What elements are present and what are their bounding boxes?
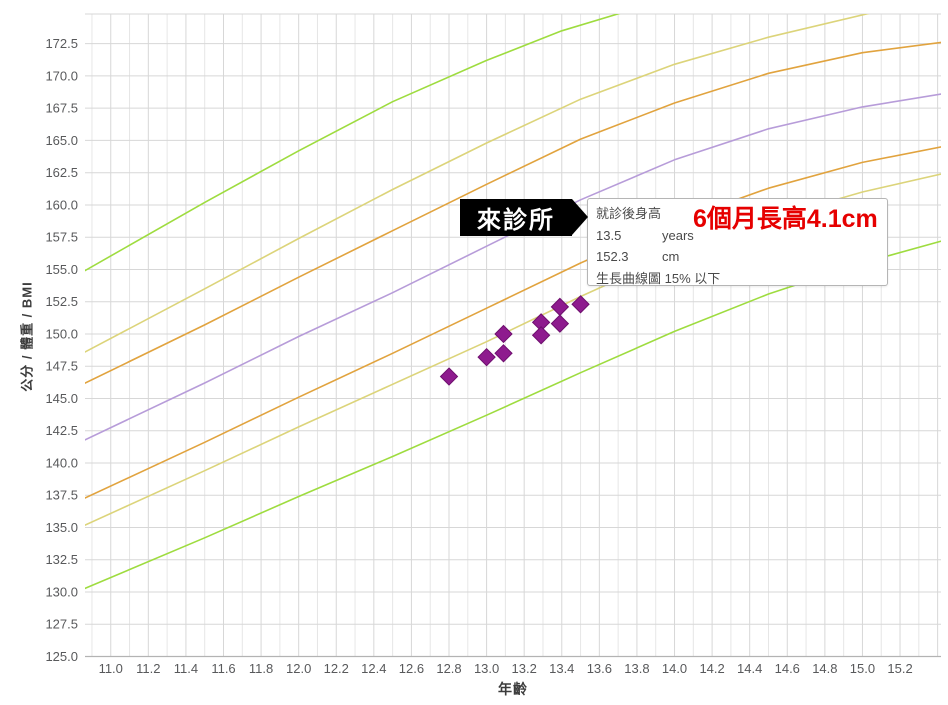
x-tick-label: 12.4 xyxy=(361,661,386,676)
y-tick-label: 130.0 xyxy=(45,584,78,599)
y-tick-label: 150.0 xyxy=(45,326,78,341)
x-tick-label: 11.2 xyxy=(136,661,160,676)
x-tick-label: 15.0 xyxy=(850,661,875,676)
x-tick-label: 11.4 xyxy=(174,661,198,676)
data-point-diamond[interactable] xyxy=(550,314,570,333)
measurement-tooltip: 就診後身高 13.5 years 152.3 cm 生長曲線圖 15% 以下 xyxy=(587,198,888,286)
data-point-diamond[interactable] xyxy=(439,367,459,386)
y-tick-label: 145.0 xyxy=(45,391,78,406)
y-tick-label: 162.5 xyxy=(45,165,78,180)
y-tick-label: 152.5 xyxy=(45,294,78,309)
tooltip-age-value: 13.5 xyxy=(596,227,622,243)
tooltip-age-unit: years xyxy=(662,227,694,243)
tooltip-title: 就診後身高 xyxy=(596,206,662,221)
percentile-curve-green-lower xyxy=(85,240,941,590)
data-point-diamond[interactable] xyxy=(571,295,590,314)
x-tick-label: 14.8 xyxy=(812,661,837,676)
tooltip-height-value: 152.3 xyxy=(596,249,629,264)
percentile-curve-orange-upper xyxy=(85,41,941,385)
x-tick-label: 13.0 xyxy=(474,661,499,676)
y-tick-label: 135.0 xyxy=(45,520,78,535)
percentile-curves xyxy=(85,14,941,590)
growth-annotation: 6個月長高4.1cm xyxy=(693,205,878,233)
x-tick-label: 12.0 xyxy=(286,661,311,676)
y-tick-label: 132.5 xyxy=(45,552,78,567)
y-tick-label: 160.0 xyxy=(45,197,78,212)
data-point-diamond[interactable] xyxy=(531,326,551,345)
patient-data-points xyxy=(439,295,590,386)
x-tick-label: 13.4 xyxy=(549,661,574,676)
tooltip-height-unit: cm xyxy=(662,249,680,264)
tooltip-row-age: 13.5 years xyxy=(596,225,879,247)
x-tick-label: 12.6 xyxy=(399,661,424,676)
x-tick-label: 13.6 xyxy=(587,661,612,676)
axis-tick-labels: 11.0 11.2 11.4 11.6 11.8 12.0 12.2 12.4 12.6 12.8… xyxy=(45,36,912,676)
y-tick-label: 165.0 xyxy=(45,133,78,148)
clinic-visit-callout-label: 來診所 xyxy=(477,207,555,234)
x-tick-label: 14.0 xyxy=(662,661,687,676)
y-tick-label: 157.5 xyxy=(45,230,78,245)
y-tick-label: 127.5 xyxy=(45,617,78,632)
x-axis-title: 年齡 xyxy=(498,681,528,697)
percentile-curve-orange-lower xyxy=(85,146,941,499)
gridlines xyxy=(85,13,941,658)
percentile-curve-green-upper xyxy=(85,14,621,272)
x-tick-label: 13.8 xyxy=(624,661,649,676)
data-point-diamond[interactable] xyxy=(550,297,570,317)
y-tick-label: 167.5 xyxy=(45,101,78,116)
x-tick-label: 14.4 xyxy=(737,661,762,676)
data-point-diamond[interactable] xyxy=(494,344,513,363)
x-tick-label: 11.6 xyxy=(211,661,235,676)
percentile-curve-khaki-upper xyxy=(85,14,870,353)
x-tick-label: 15.2 xyxy=(887,661,912,676)
tooltip-percentile-note: 生長曲線圖 15% 以下 xyxy=(596,270,721,286)
y-axis-title: 公分 / 體重 / BMI xyxy=(19,281,35,392)
y-tick-label: 140.0 xyxy=(45,455,78,470)
clinic-visit-callout: 來診所 xyxy=(460,199,572,236)
x-tick-label: 11.0 xyxy=(99,661,123,676)
y-tick-label: 142.5 xyxy=(45,423,78,438)
x-tick-label: 14.6 xyxy=(775,661,800,676)
data-point-diamond[interactable] xyxy=(494,324,513,344)
x-tick-label: 13.2 xyxy=(512,661,537,676)
x-tick-label: 12.8 xyxy=(436,661,461,676)
y-tick-label: 137.5 xyxy=(45,488,78,503)
tooltip-row-height: 152.3 cm xyxy=(596,246,879,268)
y-tick-label: 170.0 xyxy=(45,68,78,83)
y-tick-label: 172.5 xyxy=(45,36,78,51)
x-tick-label: 14.2 xyxy=(699,661,724,676)
data-point-diamond[interactable] xyxy=(477,347,496,367)
y-tick-label: 147.5 xyxy=(45,359,78,374)
y-tick-label: 125.0 xyxy=(45,649,78,664)
y-tick-label: 155.0 xyxy=(45,262,78,277)
x-tick-label: 11.8 xyxy=(249,661,273,676)
x-tick-label: 12.2 xyxy=(324,661,349,676)
callout-arrow-tip-icon xyxy=(572,199,588,235)
